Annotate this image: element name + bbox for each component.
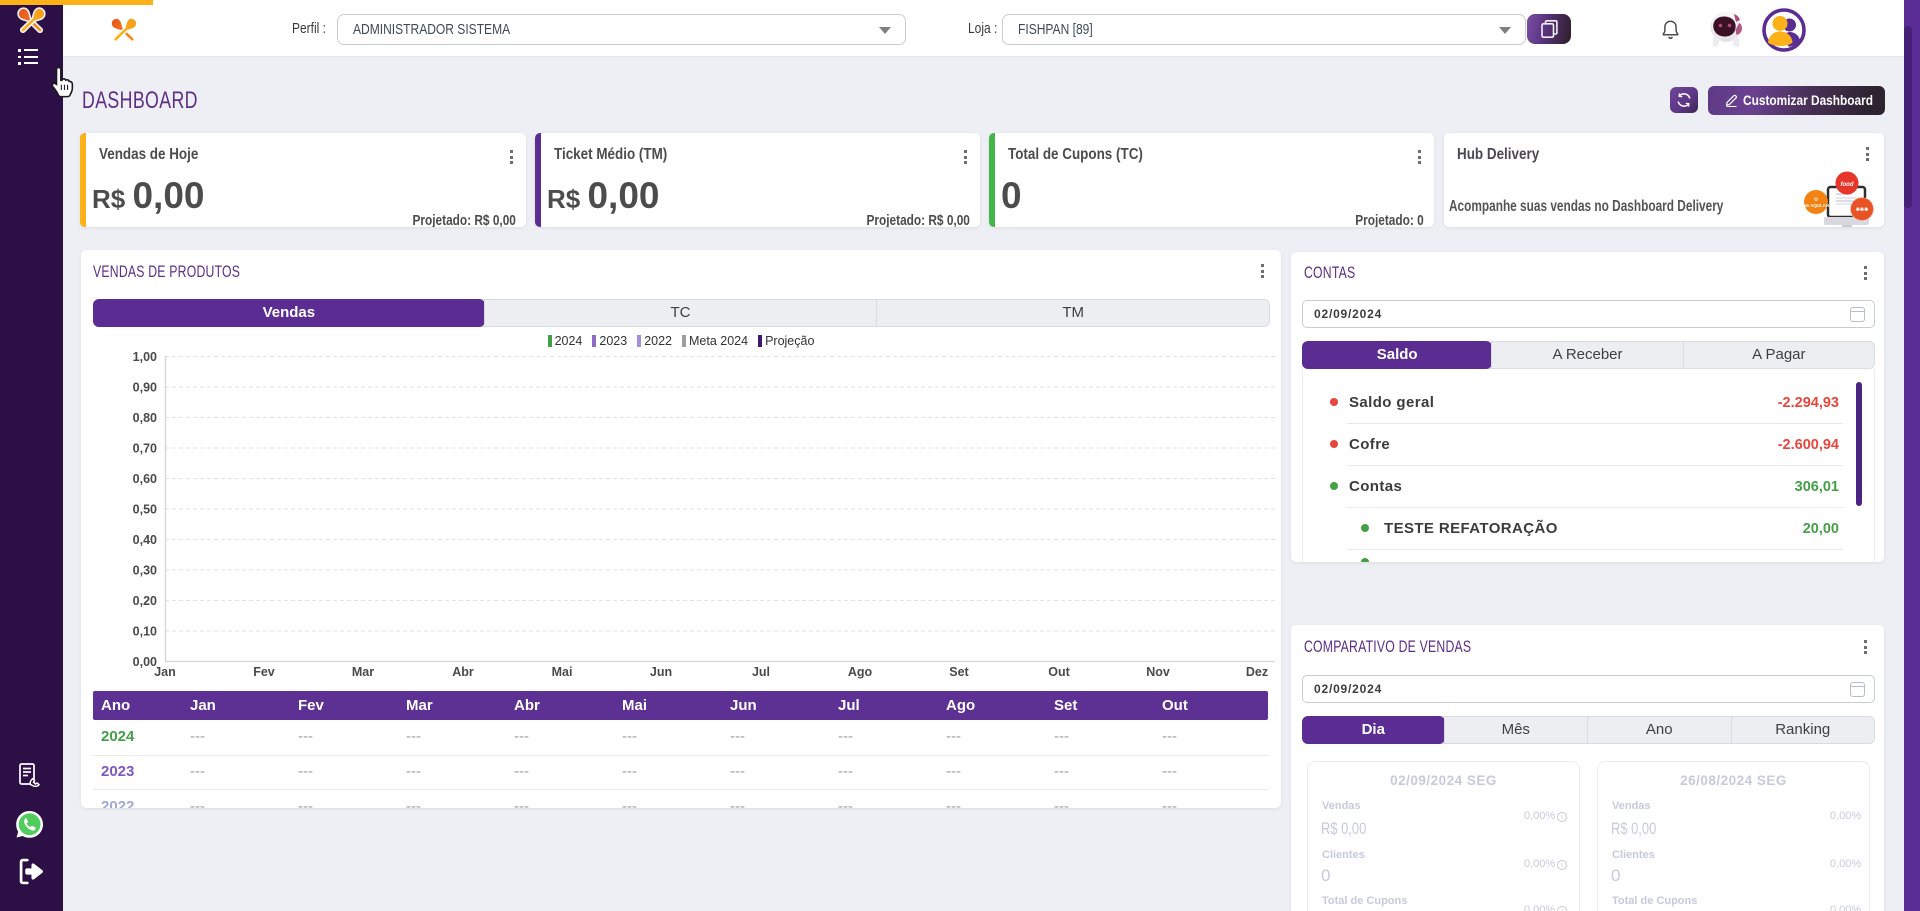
svg-text:1,00: 1,00 — [133, 350, 157, 364]
svg-text:Dez: Dez — [1246, 665, 1268, 679]
svg-text:0,80: 0,80 — [133, 411, 157, 425]
svg-text:0,70: 0,70 — [133, 442, 157, 456]
svg-text:0,10: 0,10 — [133, 625, 157, 639]
svg-text:Fev: Fev — [253, 665, 275, 679]
svg-text:0,30: 0,30 — [133, 564, 157, 578]
svg-text:Abr: Abr — [452, 665, 474, 679]
svg-text:Ago: Ago — [848, 665, 873, 679]
svg-text:⚙: ⚙ — [1814, 197, 1819, 203]
svg-text:Jan: Jan — [154, 665, 176, 679]
svg-text:0,20: 0,20 — [133, 594, 157, 608]
svg-text:Mai: Mai — [552, 665, 573, 679]
svg-text:0,60: 0,60 — [133, 472, 157, 486]
svg-text:0,40: 0,40 — [133, 533, 157, 547]
svg-text:Set: Set — [949, 665, 969, 679]
svg-text:0,00: 0,00 — [133, 655, 157, 669]
svg-text:Jun: Jun — [650, 665, 672, 679]
svg-text:food: food — [1841, 182, 1854, 188]
svg-text:Nov: Nov — [1146, 665, 1170, 679]
svg-text:Mar: Mar — [352, 665, 374, 679]
svg-text:0,50: 0,50 — [133, 503, 157, 517]
svg-text:Jul: Jul — [752, 665, 770, 679]
svg-text:0,90: 0,90 — [133, 381, 157, 395]
svg-text:Out: Out — [1048, 665, 1070, 679]
svg-text:AE AQUI.AN: AE AQUI.AN — [1803, 203, 1829, 208]
svg-text:❉❉❉: ❉❉❉ — [1856, 207, 1869, 213]
